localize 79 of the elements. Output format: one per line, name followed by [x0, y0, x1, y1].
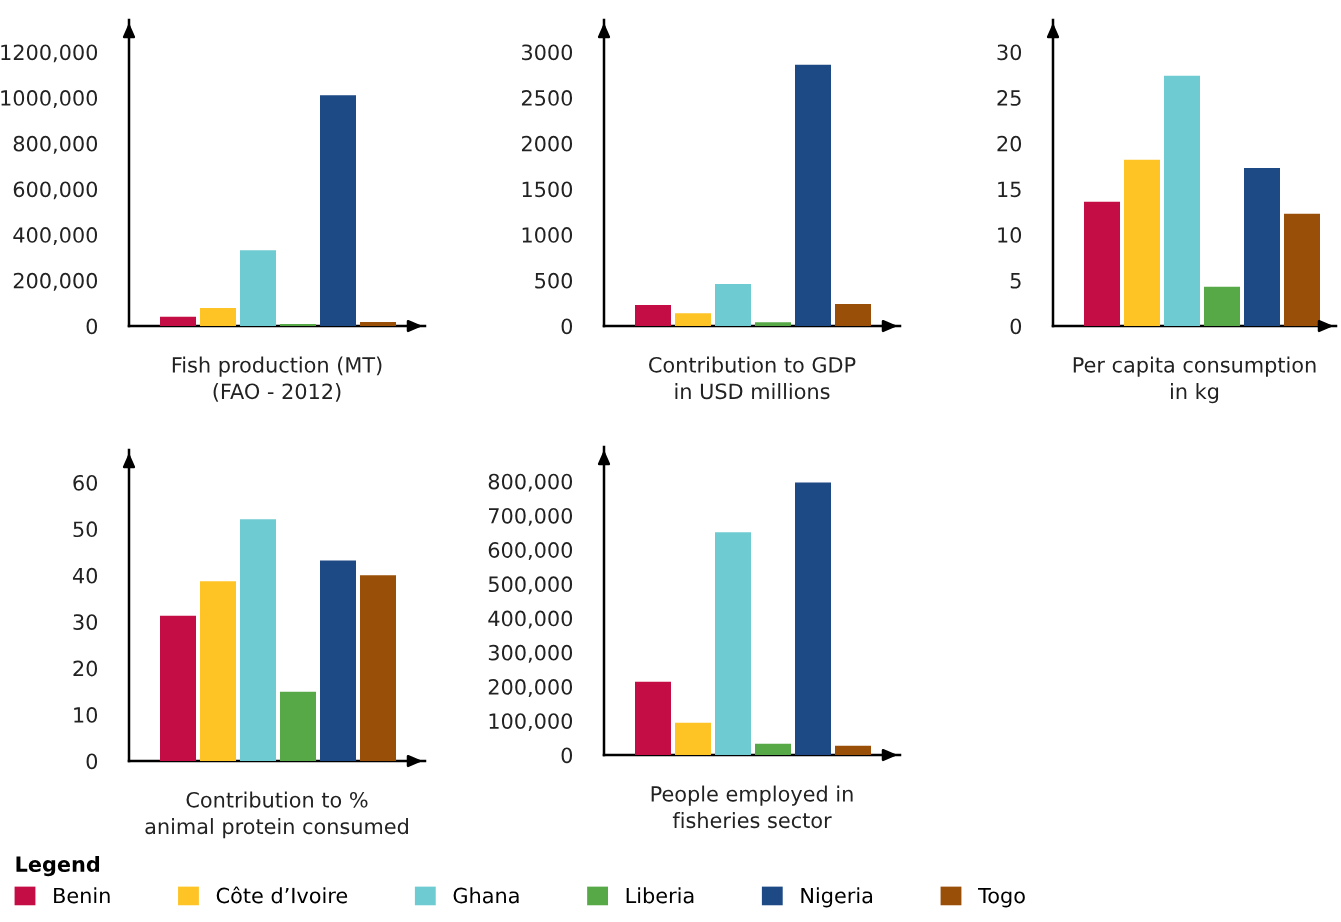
bar [755, 322, 791, 326]
y-tick-label: 20 [73, 660, 98, 677]
x-axis-title: Contribution to % animal protein consumed [145, 791, 408, 839]
bar [200, 581, 236, 761]
y-tick-label: 400,000 [488, 610, 573, 629]
legend-label: Côte d’Ivoire [216, 886, 348, 904]
y-tick-label: 1000,000 [1, 90, 98, 108]
bar [360, 575, 396, 761]
y-tick-label: 0 [86, 753, 98, 770]
bar [1284, 213, 1320, 326]
bar [360, 321, 396, 326]
bar [1164, 75, 1200, 326]
legend-label: Nigeria [801, 887, 873, 908]
legend-label: Togo [978, 887, 1025, 908]
y-tick-label: 0 [1010, 318, 1022, 335]
bar [160, 615, 196, 761]
y-tick-label: 30 [997, 44, 1022, 61]
y-tick-label: 1500 [522, 181, 573, 198]
legend-label: Benin [54, 887, 110, 904]
y-tick-label: 100,000 [489, 713, 573, 732]
bar [1124, 159, 1160, 326]
y-tick-label: 30 [73, 614, 98, 630]
bar [795, 482, 831, 755]
y-tick-label: 300,000 [488, 644, 573, 663]
x-axis-title: People employed in fisheries sector [651, 785, 853, 829]
y-tick-label: 200,000 [488, 679, 573, 697]
bar [675, 313, 711, 326]
x-axis-title: Fish production (MT) (FAO - 2012) [172, 356, 382, 402]
bar [635, 681, 671, 755]
bar [280, 323, 316, 326]
x-axis-title: Contribution to GDP in USD millions [649, 356, 856, 400]
y-tick-label: 5 [1010, 273, 1021, 289]
bar [1204, 286, 1240, 326]
y-tick-label: 25 [997, 90, 1021, 106]
y-tick-label: 200,000 [13, 272, 98, 291]
y-tick-label: 600,000 [13, 181, 98, 200]
y-tick-label: 40 [72, 567, 98, 584]
y-tick-label: 700,000 [489, 507, 573, 526]
bar [795, 64, 831, 326]
y-tick-label: 50 [73, 521, 98, 538]
y-tick-label: 0 [561, 747, 573, 764]
bar [200, 307, 236, 326]
bar [675, 722, 711, 755]
y-tick-label: 60 [73, 474, 98, 491]
bar [320, 560, 356, 761]
x-axis-title: Per capita consumption in kg [1073, 356, 1316, 404]
bar [1244, 167, 1280, 326]
bar [280, 691, 316, 761]
bar [320, 95, 356, 326]
legend-label: Liberia [626, 887, 694, 904]
y-tick-label: 800,000 [13, 135, 98, 154]
bar [160, 316, 196, 326]
y-tick-label: 800,000 [488, 473, 573, 492]
y-tick-label: 3000 [522, 44, 573, 61]
bar [1084, 201, 1120, 326]
bar [240, 519, 276, 761]
y-tick-label: 2000 [521, 135, 573, 152]
legend-label: Ghana [453, 887, 519, 904]
y-tick-label: 2500 [521, 90, 573, 106]
bar [240, 250, 276, 326]
bar [835, 304, 871, 326]
y-tick-label: 500,000 [488, 576, 573, 595]
y-tick-label: 15 [998, 181, 1021, 198]
y-tick-label: 10 [998, 227, 1022, 243]
bar [635, 304, 671, 326]
y-tick-label: 0 [561, 318, 573, 335]
bar [715, 283, 751, 326]
y-tick-label: 10 [74, 707, 98, 723]
y-tick-label: 1000 [522, 227, 573, 243]
bar [835, 745, 871, 755]
y-tick-label: 600,000 [488, 542, 573, 560]
y-tick-label: 500 [535, 272, 573, 289]
bar [755, 743, 791, 755]
y-tick-label: 0 [86, 318, 98, 335]
y-tick-label: 20 [997, 135, 1022, 152]
bar [715, 532, 751, 755]
legend-title: Legend [16, 855, 100, 877]
y-tick-label: 1200,000 [1, 44, 98, 63]
y-tick-label: 400,000 [13, 227, 98, 245]
